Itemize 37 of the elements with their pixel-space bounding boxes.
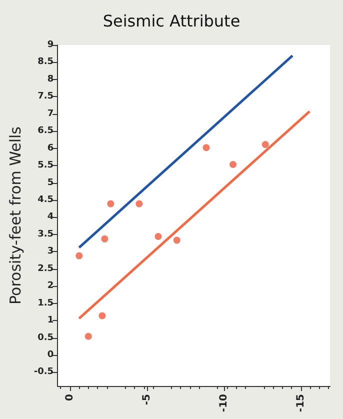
y-tick-label: 1.5 (38, 298, 54, 308)
point (84, 332, 92, 340)
x-tick-label: -10 (218, 394, 230, 412)
point (202, 144, 210, 152)
point (230, 161, 237, 168)
y-tick-label: 4 (47, 212, 54, 222)
y-tick-label: 4.5 (38, 195, 54, 205)
y-tick-label: 8.5 (38, 57, 54, 68)
y-tick-label: 3 (47, 246, 54, 257)
y-tick-label: 5 (47, 178, 54, 188)
y-tick-label: 5.5 (38, 160, 54, 171)
point (136, 200, 143, 208)
y-tick-label: 8 (47, 74, 54, 84)
y-tick-label: 7 (47, 108, 54, 119)
y-tick-label: 3.5 (38, 229, 54, 240)
y-tick-label: 2.5 (38, 264, 54, 274)
chart-title: Seismic Attribute (102, 12, 240, 30)
x-tick-label: -15 (295, 394, 306, 412)
point (154, 233, 162, 240)
y-tick-label: 9 (47, 40, 54, 50)
y-tick-label: 7.5 (38, 92, 54, 102)
x-tick-label: 0 (64, 394, 76, 401)
point (262, 141, 269, 148)
y-tick-label: 6 (47, 143, 54, 154)
y-tick-label: 2 (47, 281, 54, 292)
y-axis-title: Porosity-feet from Wells (6, 126, 24, 304)
y-tick-label: 6.5 (38, 126, 54, 136)
y-tick-label: 1 (47, 316, 54, 326)
point (107, 200, 114, 208)
y-tick-label: 0.5 (38, 332, 54, 343)
point (98, 312, 106, 320)
point (173, 236, 180, 244)
point (101, 235, 108, 242)
y-tick-label: 0 (47, 350, 54, 360)
point (76, 252, 83, 260)
y-tick-label: -0.5 (34, 367, 54, 378)
x-tick-label: -5 (141, 394, 152, 406)
